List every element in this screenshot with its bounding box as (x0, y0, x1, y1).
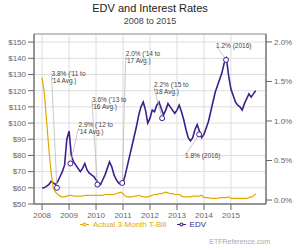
svg-text:1.0%: 1.0% (274, 117, 292, 126)
svg-text:2009: 2009 (60, 211, 78, 220)
svg-text:2011: 2011 (114, 211, 132, 220)
svg-text:2.2% ('15 to'18 Avg.): 2.2% ('15 to'18 Avg.) (154, 80, 189, 95)
svg-text:2015: 2015 (222, 211, 240, 220)
svg-text:$90: $90 (13, 135, 27, 144)
svg-text:0.5%: 0.5% (274, 156, 292, 165)
svg-text:2012: 2012 (141, 211, 159, 220)
svg-text:0.0%: 0.0% (274, 196, 292, 205)
html-text:2008 to 2015: 2008 to 2015 (123, 16, 177, 26)
svg-text:$150: $150 (8, 38, 26, 47)
svg-text:$50: $50 (13, 200, 27, 209)
svg-text:$110: $110 (9, 103, 27, 112)
svg-text:3.6% ('13 to'16 Avg.): 3.6% ('13 to'16 Avg.) (92, 95, 127, 110)
svg-text:$140: $140 (8, 54, 26, 63)
html-text:ETFReference.com: ETFReference.com (209, 238, 270, 245)
svg-text:1.5%: 1.5% (274, 77, 292, 86)
svg-text:$130: $130 (8, 70, 26, 79)
svg-text:$100: $100 (8, 119, 26, 128)
svg-text:2013: 2013 (168, 211, 186, 220)
html-text:EDV and Interest Rates: EDV and Interest Rates (92, 2, 208, 14)
svg-text:2010: 2010 (87, 211, 105, 220)
svg-text:3.8% ('11 to'14 Avg.): 3.8% ('11 to'14 Avg.) (52, 69, 86, 84)
svg-text:1.8% (2016): 1.8% (2016) (185, 152, 220, 160)
svg-text:2.9% ('12 to'14 Avg.): 2.9% ('12 to'14 Avg.) (79, 121, 114, 136)
svg-text:1.2% (2016): 1.2% (2016) (216, 42, 251, 50)
svg-text:$80: $80 (13, 151, 27, 160)
svg-text:$120: $120 (8, 87, 26, 96)
svg-text:2014: 2014 (195, 211, 213, 220)
svg-text:2008: 2008 (33, 211, 51, 220)
svg-text:2.0%: 2.0% (274, 38, 292, 47)
svg-text:$70: $70 (13, 167, 27, 176)
svg-text:$60: $60 (13, 184, 27, 193)
svg-text:2.0% ('14 to'17 Avg.): 2.0% ('14 to'17 Avg.) (126, 50, 161, 65)
html-text:Actual 3-Month T-Bill: Actual 3-Month T-Bill (92, 220, 167, 229)
html-text:EDV: EDV (189, 220, 207, 229)
